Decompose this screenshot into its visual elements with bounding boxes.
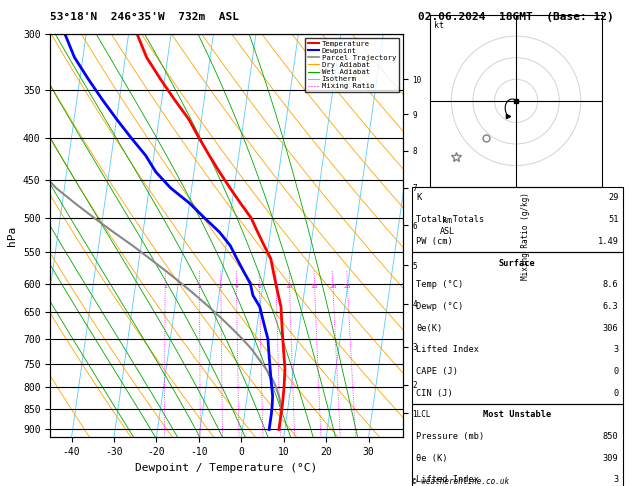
Text: 10: 10 <box>286 283 293 289</box>
Text: 2: 2 <box>198 283 201 289</box>
Text: Most Unstable: Most Unstable <box>483 410 552 419</box>
Text: Lifted Index: Lifted Index <box>416 475 479 485</box>
Text: 3: 3 <box>613 345 618 354</box>
Text: 6.3: 6.3 <box>603 302 618 311</box>
Text: K: K <box>416 193 421 203</box>
Text: 8: 8 <box>274 283 278 289</box>
Text: 1: 1 <box>164 283 167 289</box>
Text: Pressure (mb): Pressure (mb) <box>416 432 484 441</box>
Text: 4: 4 <box>235 283 238 289</box>
Bar <box>412 404 623 486</box>
Y-axis label: km
ASL: km ASL <box>440 216 455 236</box>
Text: 3: 3 <box>219 283 223 289</box>
Text: 306: 306 <box>603 324 618 332</box>
Text: 29: 29 <box>608 193 618 203</box>
Text: CIN (J): CIN (J) <box>416 389 453 398</box>
Text: 850: 850 <box>603 432 618 441</box>
Text: 1.49: 1.49 <box>598 237 618 246</box>
Text: 3: 3 <box>613 475 618 485</box>
Y-axis label: hPa: hPa <box>8 226 18 246</box>
Text: 15: 15 <box>311 283 318 289</box>
Text: 51: 51 <box>608 215 618 224</box>
Text: 309: 309 <box>603 454 618 463</box>
Text: 53°18'N  246°35'W  732m  ASL: 53°18'N 246°35'W 732m ASL <box>50 12 239 22</box>
Text: θe (K): θe (K) <box>416 454 448 463</box>
X-axis label: Dewpoint / Temperature (°C): Dewpoint / Temperature (°C) <box>135 463 318 473</box>
Text: PW (cm): PW (cm) <box>416 237 453 246</box>
Text: 6: 6 <box>257 283 261 289</box>
Text: Surface: Surface <box>499 259 536 267</box>
Text: 02.06.2024  18GMT  (Base: 12): 02.06.2024 18GMT (Base: 12) <box>418 12 614 22</box>
Text: 8.6: 8.6 <box>603 280 618 289</box>
Text: 0: 0 <box>613 389 618 398</box>
Bar <box>412 187 623 252</box>
Bar <box>412 252 623 404</box>
Text: θe(K): θe(K) <box>416 324 442 332</box>
Text: Totals Totals: Totals Totals <box>416 215 484 224</box>
Text: © weatheronline.co.uk: © weatheronline.co.uk <box>412 477 509 486</box>
Text: 20: 20 <box>329 283 337 289</box>
Text: Temp (°C): Temp (°C) <box>416 280 464 289</box>
Text: Mixing Ratio (g/kg): Mixing Ratio (g/kg) <box>521 192 530 279</box>
Text: Lifted Index: Lifted Index <box>416 345 479 354</box>
Text: 0: 0 <box>613 367 618 376</box>
Text: 25: 25 <box>343 283 351 289</box>
Text: kt: kt <box>434 20 444 30</box>
Legend: Temperature, Dewpoint, Parcel Trajectory, Dry Adiabat, Wet Adiabat, Isotherm, Mi: Temperature, Dewpoint, Parcel Trajectory… <box>305 37 399 92</box>
Text: Dewp (°C): Dewp (°C) <box>416 302 464 311</box>
Text: CAPE (J): CAPE (J) <box>416 367 458 376</box>
